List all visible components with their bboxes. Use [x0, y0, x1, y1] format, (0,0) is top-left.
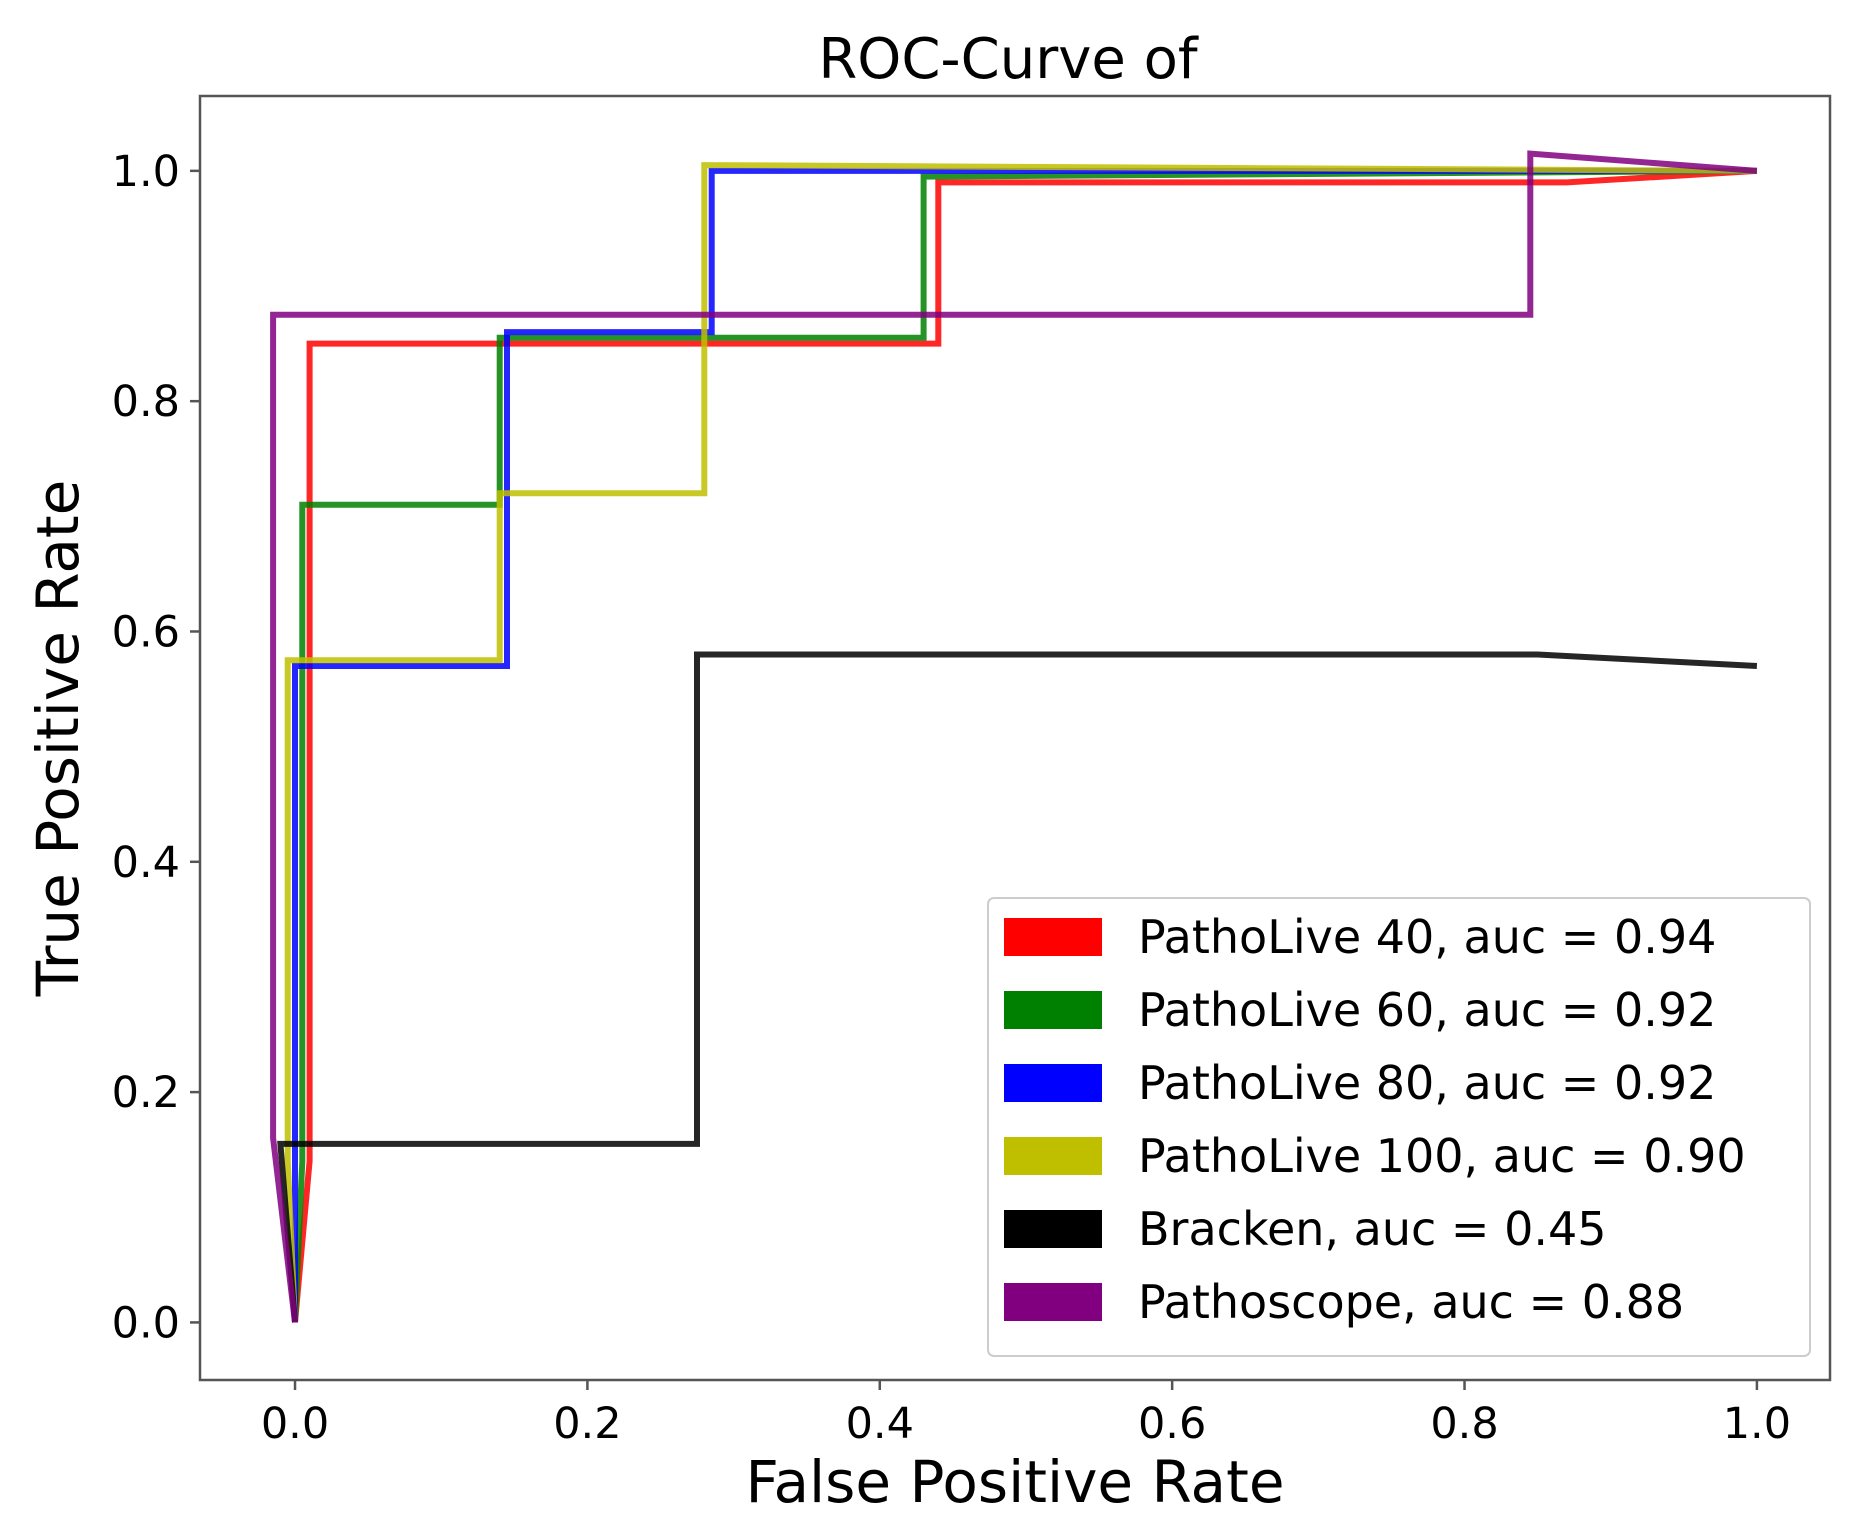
legend-label: Pathoscope, auc = 0.88	[1138, 1275, 1684, 1329]
y-tick-label: 0.2	[112, 1068, 180, 1118]
y-axis: 0.0 0.2 0.4 0.6 0.8 1.0	[112, 147, 200, 1348]
legend-label: PathoLive 80, auc = 0.92	[1138, 1056, 1716, 1110]
legend: PathoLive 40, auc = 0.94 PathoLive 60, au…	[987, 897, 1811, 1357]
series-line-patholive-40	[292, 167, 1758, 1323]
x-tick-label: 0.8	[1430, 1399, 1498, 1449]
x-axis: 0.0 0.2 0.4 0.6 0.8 1.0	[261, 1380, 1791, 1449]
x-tick-label: 0.2	[553, 1399, 621, 1449]
legend-swatch	[1004, 1210, 1102, 1248]
x-tick-label: 0.0	[261, 1399, 329, 1449]
x-tick-label: 0.4	[846, 1399, 914, 1449]
plot-frame	[198, 94, 1832, 1382]
legend-swatch	[1004, 1283, 1102, 1321]
x-tick-label: 1.0	[1723, 1399, 1791, 1449]
series-line-pathoscope	[270, 150, 1758, 1323]
legend-swatch	[1004, 918, 1102, 956]
y-tick-label: 0.4	[112, 838, 180, 888]
legend-swatch	[1004, 1064, 1102, 1102]
y-tick-label: 0.0	[112, 1298, 180, 1348]
legend-swatch	[1004, 1137, 1102, 1175]
series-line-patholive-80	[292, 167, 1757, 1323]
y-tick-label: 0.6	[112, 607, 180, 657]
legend-label: PathoLive 100, auc = 0.90	[1138, 1129, 1746, 1183]
legend-swatch	[1004, 991, 1102, 1029]
legend-frame	[987, 897, 1811, 1357]
x-axis-title: False Positive Rate	[745, 1448, 1284, 1516]
x-tick-label: 0.6	[1138, 1399, 1206, 1449]
legend-label: PathoLive 40, auc = 0.94	[1138, 910, 1716, 964]
series-line-patholive-100	[284, 162, 1757, 1323]
y-tick-label: 1.0	[112, 147, 180, 197]
legend-label: PathoLive 60, auc = 0.92	[1138, 983, 1716, 1037]
y-tick-label: 0.8	[112, 377, 180, 427]
series-layer	[270, 150, 1758, 1323]
legend-label: Bracken, auc = 0.45	[1138, 1202, 1607, 1256]
series-line-patholive-60	[292, 167, 1757, 1323]
y-axis-title: True Positive Rate	[24, 480, 92, 998]
chart-title: ROC-Curve of	[818, 27, 1199, 92]
series-line-bracken	[277, 651, 1758, 1323]
